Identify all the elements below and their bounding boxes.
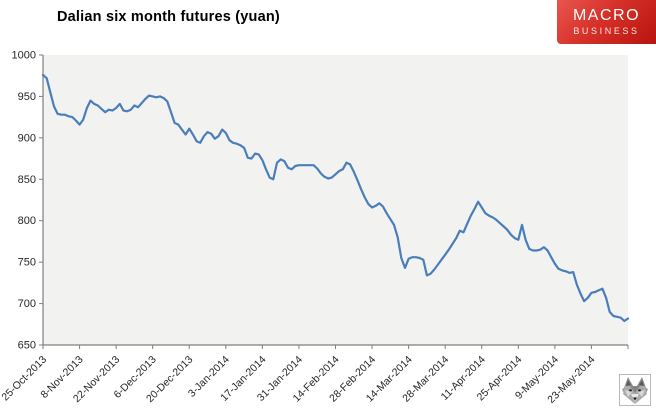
y-axis-tick-label: 800 xyxy=(18,215,36,227)
macrobusiness-logo: MACRO BUSINESS xyxy=(557,0,656,44)
y-axis-tick-label: 1000 xyxy=(12,50,36,62)
y-axis-tick-label: 650 xyxy=(18,340,36,352)
wolf-icon xyxy=(619,374,651,406)
wolf-face-graphic xyxy=(622,377,648,404)
y-axis-tick-label: 950 xyxy=(18,91,36,103)
y-axis-tick-label: 900 xyxy=(18,132,36,144)
y-axis-tick-label: 750 xyxy=(18,257,36,269)
y-axis-tick-label: 850 xyxy=(18,174,36,186)
price-line-series xyxy=(41,73,630,323)
axes xyxy=(42,55,628,346)
logo-text-business: BUSINESS xyxy=(573,26,640,36)
plot-area xyxy=(43,55,628,345)
logo-text-macro: MACRO xyxy=(572,7,641,24)
chart-title: Dalian six month futures (yuan) xyxy=(57,9,280,25)
y-axis-tick-label: 700 xyxy=(18,298,36,310)
